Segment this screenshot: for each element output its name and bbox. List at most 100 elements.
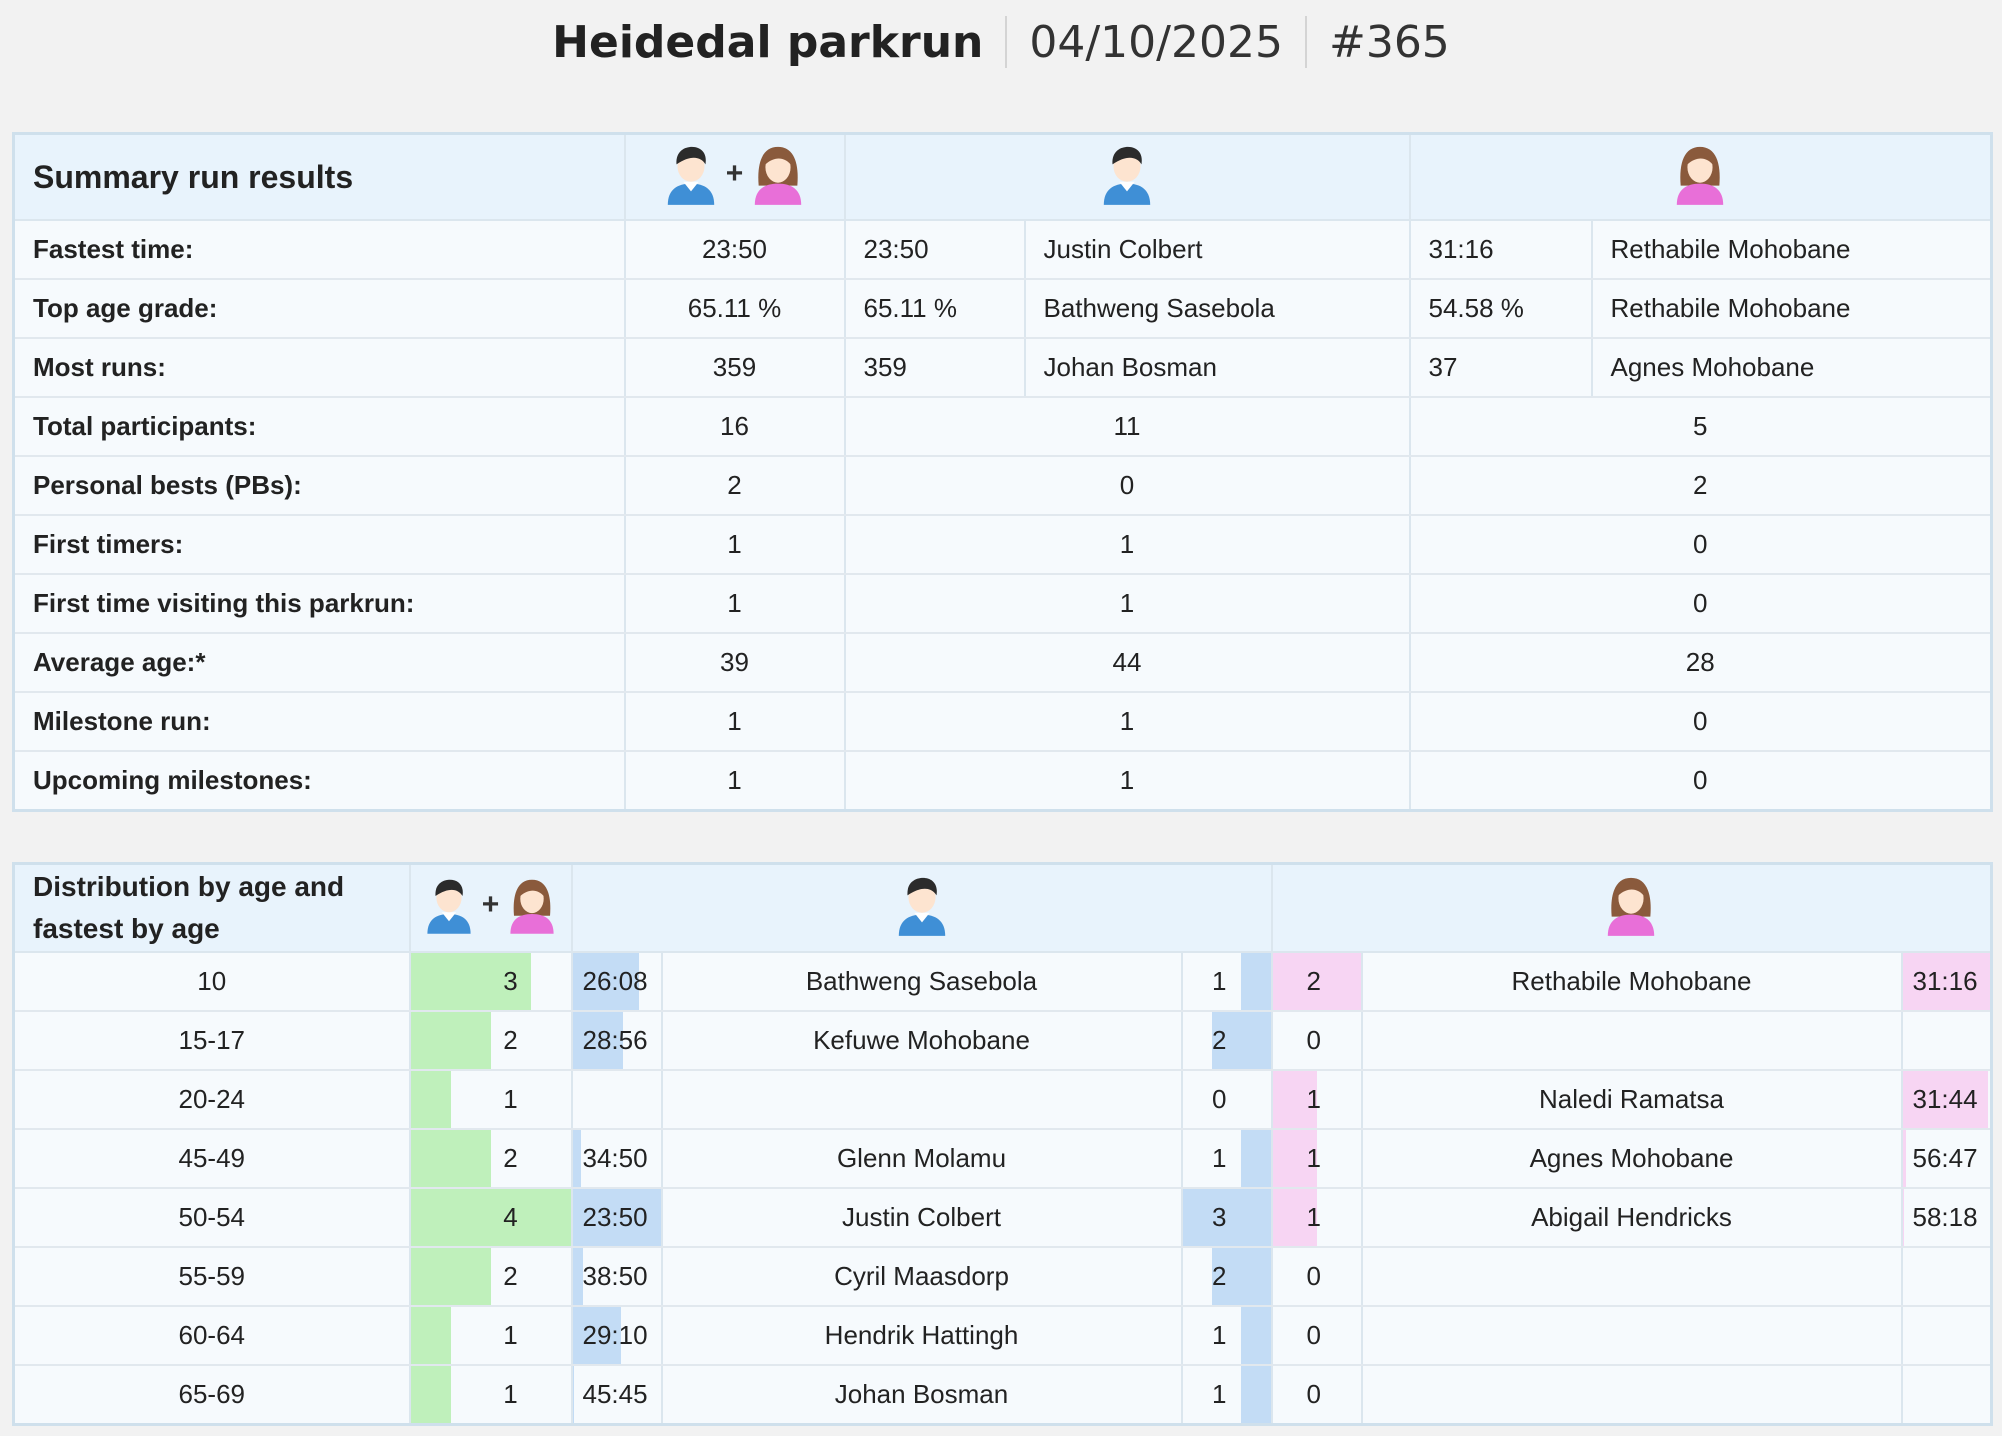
female-fastest-name: Abigail Hendricks [1531,1202,1732,1232]
total-count-cell: 1 [409,1306,573,1366]
male-fastest-name-cell: Cyril Maasdorp [661,1247,1183,1307]
total-count-cell: 2 [409,1011,573,1071]
male-fastest-name-cell [661,1070,1183,1130]
male-count-cell: 3 [1181,1188,1273,1248]
male-fastest-time-bar [572,1307,621,1364]
male-count-bar [1241,1366,1271,1423]
summary-row: Fastest time: 23:50 23:50 Justin Colbert 31:… [13,220,1992,280]
female-count-bar [1272,1189,1317,1246]
summary-row-label: First time visiting this parkrun: [13,574,626,634]
summary-male-value: 11 [844,397,1411,457]
summary-row: Most runs: 359 359 Johan Bosman 37 Agnes Moho… [13,338,1992,398]
male-fastest-name: Johan Bosman [834,1379,1009,1409]
female-fastest-time-bar [1902,1130,1906,1187]
distribution-title: Distribution by age and fastest by age [13,863,411,953]
female-fastest-name-cell [1361,1247,1903,1307]
total-count-bar [410,1130,491,1187]
summary-all-value: 1 [624,751,846,811]
all-participants-header: + [624,133,846,221]
age-group-cell: 60-64 [13,1306,411,1366]
age-group: 55-59 [178,1261,246,1291]
female-fastest-time-bar [1902,1071,1989,1128]
female-count: 0 [1306,1025,1321,1055]
event-title: Heidedal parkrun [552,16,984,68]
total-count-cell: 3 [409,952,573,1012]
female-count: 1 [1306,1143,1321,1173]
male-fastest-time: 38:50 [582,1261,648,1291]
male-count-cell: 1 [1181,1365,1273,1425]
male-fastest-name-cell: Hendrik Hattingh [661,1306,1183,1366]
summary-male-value: 359 [844,338,1026,398]
total-count-bar [410,1189,571,1246]
summary-row-label: Top age grade: [13,279,626,339]
summary-male-value: 1 [844,515,1411,575]
female-icon [1602,873,1660,937]
male-fastest-name: Bathweng Sasebola [805,966,1038,996]
summary-row-label: Personal bests (PBs): [13,456,626,516]
female-count-cell: 1 [1271,1129,1363,1189]
summary-female-name: Rethabile Mohobane [1591,279,1992,339]
female-fastest-time: 56:47 [1912,1143,1978,1173]
summary-row: First time visiting this parkrun: 1 1 0 [13,574,1992,634]
total-count-bar [410,1366,451,1423]
male-count-cell: 1 [1181,1306,1273,1366]
age-group-row: 55-59 2 38:50 Cyril Maasdorp 2 0 [13,1247,1992,1307]
total-count-cell: 2 [409,1129,573,1189]
female-icon [749,142,807,206]
summary-male-value: 23:50 [844,220,1026,280]
summary-row-label: Milestone run: [13,692,626,752]
male-fastest-time-cell: 45:45 [571,1365,663,1425]
female-fastest-name-cell: Naledi Ramatsa [1361,1070,1903,1130]
summary-all-value: 1 [624,574,846,634]
male-fastest-name: Hendrik Hattingh [824,1320,1019,1350]
female-fastest-time-cell: 31:44 [1901,1070,1992,1130]
summary-row: Top age grade: 65.11 % 65.11 % Bathweng Sas… [13,279,1992,339]
summary-male-name: Justin Colbert [1024,220,1411,280]
female-count-bar [1272,1071,1317,1128]
summary-all-value: 359 [624,338,846,398]
female-count-cell: 1 [1271,1188,1363,1248]
male-icon [662,142,720,206]
total-count: 1 [503,1379,518,1409]
male-fastest-time: 23:50 [582,1202,648,1232]
total-count-cell: 2 [409,1247,573,1307]
male-fastest-name-cell: Johan Bosman [661,1365,1183,1425]
male-fastest-time-bar [572,1366,575,1423]
female-fastest-name: Agnes Mohobane [1529,1143,1734,1173]
male-fastest-time-cell: 28:56 [571,1011,663,1071]
male-fastest-time-cell: 26:08 [571,952,663,1012]
male-fastest-time: 26:08 [582,966,648,996]
summary-male-value: 1 [844,751,1411,811]
summary-row-label: Fastest time: [13,220,626,280]
female-count-cell: 0 [1271,1011,1363,1071]
summary-row-label: Average age:* [13,633,626,693]
female-count-bar [1272,953,1361,1010]
total-count-cell: 1 [409,1365,573,1425]
male-fastest-time-bar [572,1248,584,1305]
male-fastest-name: Justin Colbert [842,1202,1001,1232]
summary-all-value: 1 [624,515,846,575]
summary-female-value: 0 [1409,692,1992,752]
summary-male-value: 44 [844,633,1411,693]
plus-sign: + [481,887,500,921]
summary-row: Upcoming milestones: 1 1 0 [13,751,1992,811]
summary-all-value: 16 [624,397,846,457]
male-count: 1 [1212,1143,1227,1173]
male-fastest-time-bar [572,1012,623,1069]
female-fastest-name-cell [1361,1306,1903,1366]
summary-female-value: 5 [1409,397,1992,457]
female-fastest-name: Naledi Ramatsa [1539,1084,1724,1114]
female-fastest-name: Rethabile Mohobane [1511,966,1752,996]
male-count-cell: 2 [1181,1247,1273,1307]
female-fastest-name-cell [1361,1365,1903,1425]
male-fastest-time-cell: 23:50 [571,1188,663,1248]
header-divider [1304,16,1307,68]
summary-header-row: Summary run results + [13,133,1992,221]
distribution-header-row: Distribution by age and fastest by age + [13,863,1992,953]
female-fastest-time-cell: 56:47 [1901,1129,1992,1189]
male-fastest-time-bar [572,1189,661,1246]
male-fastest-time: 34:50 [582,1143,648,1173]
male-count-bar [1241,1130,1271,1187]
female-count: 2 [1306,966,1321,996]
summary-female-value: 0 [1693,765,1708,795]
